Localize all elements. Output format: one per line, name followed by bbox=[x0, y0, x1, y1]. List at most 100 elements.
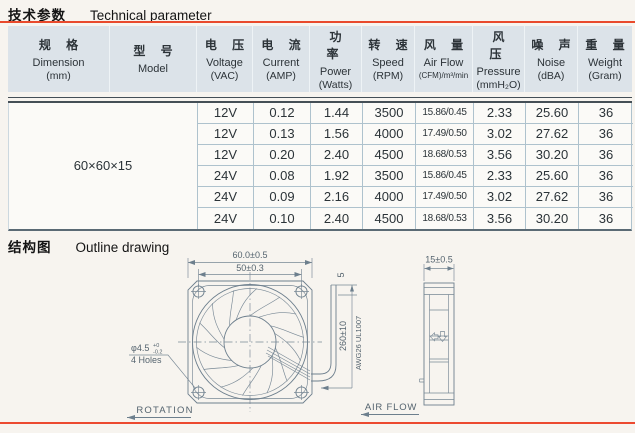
col-header-model: 型 号 Model bbox=[110, 26, 197, 92]
col-header-voltage: 电 压 Voltage (VAC) bbox=[197, 26, 253, 92]
table-cell: 36 bbox=[579, 124, 633, 145]
table-cell: 1.92 bbox=[311, 165, 363, 187]
tech-parameter-title: 技术参数 Technical parameter bbox=[8, 4, 212, 24]
dim-5-text: 5 bbox=[336, 272, 346, 277]
dim-260-text: 260±10 bbox=[338, 321, 348, 351]
table-cell: 24V bbox=[198, 207, 254, 229]
dimension-cell: 60×60×15 bbox=[9, 102, 198, 229]
table-cell: 12V bbox=[198, 102, 254, 124]
dim-wire-length: 260±10 AWG26 UL1007 bbox=[321, 285, 363, 391]
dim-50: 50±0.3 bbox=[198, 263, 302, 287]
side-airflow-arrow-icon bbox=[430, 332, 439, 342]
table-cell: 0.20 bbox=[254, 144, 311, 166]
table-cell: 1.44 bbox=[311, 102, 363, 124]
table-cell: 3.02 bbox=[474, 123, 526, 145]
table-cell: 2.16 bbox=[311, 186, 363, 208]
table-cell: 25.60 bbox=[526, 165, 579, 187]
table-cell: 4500 bbox=[363, 207, 416, 229]
dim-60: 60.0±0.5 bbox=[187, 250, 313, 278]
outline-drawing-title: 结构图 Outline drawing bbox=[8, 236, 169, 256]
table-cell: 25.60 bbox=[526, 102, 579, 124]
hole-count-text: 4 Holes bbox=[131, 355, 162, 365]
dim-15: 15±0.5 bbox=[423, 255, 455, 281]
table-header-row: 规 格 Dimension (mm) 型 号 Model 电 压 Voltage… bbox=[8, 26, 632, 92]
outline-title-zh: 结构图 bbox=[8, 240, 52, 255]
table-cell: 1.56 bbox=[311, 123, 363, 145]
table-cell: 0.13 bbox=[254, 123, 311, 145]
table-cell: 30.20 bbox=[526, 144, 579, 166]
dim-wire-strip: 5 bbox=[331, 272, 357, 296]
table-cell: 0.12 bbox=[254, 102, 311, 124]
table-cell: 3.56 bbox=[474, 144, 526, 166]
table-cell: 3.02 bbox=[474, 186, 526, 208]
table-cell: 4000 bbox=[363, 123, 416, 145]
tech-title-zh: 技术参数 bbox=[8, 8, 66, 23]
hole-callout: φ4.5 +0 -0.2 4 Holes bbox=[129, 343, 197, 390]
col-header-dimension: 规 格 Dimension (mm) bbox=[8, 26, 110, 92]
dim-15-text: 15±0.5 bbox=[425, 255, 452, 265]
parameter-table: 规 格 Dimension (mm) 型 号 Model 电 压 Voltage… bbox=[8, 26, 633, 231]
col-header-speed: 转 速 Speed (RPM) bbox=[362, 26, 415, 92]
table-cell: 36 bbox=[579, 166, 633, 187]
table-cell: 15.86/0.45 bbox=[416, 102, 474, 124]
table-cell: 17.49/0.50 bbox=[416, 123, 474, 145]
table-cell: 3500 bbox=[363, 165, 416, 187]
table-cell: 4500 bbox=[363, 144, 416, 166]
hole-tol-minus: -0.2 bbox=[153, 350, 162, 356]
hole-tol-plus: +0 bbox=[153, 343, 159, 349]
table-cell: 36 bbox=[579, 145, 633, 166]
fan-side-view: 15±0.5 bbox=[419, 255, 455, 406]
airflow-text: AIR FLOW bbox=[365, 402, 417, 413]
table-cell: 0.08 bbox=[254, 165, 311, 187]
table-cell: 18.68/0.53 bbox=[416, 207, 474, 229]
outline-title-en: Outline drawing bbox=[75, 240, 170, 255]
table-cell: 36 bbox=[579, 103, 633, 124]
table-cell: 2.40 bbox=[311, 144, 363, 166]
side-view-outline bbox=[423, 282, 455, 406]
table-cell: 3500 bbox=[363, 102, 416, 124]
hole-dia-text: φ4.5 bbox=[131, 343, 149, 353]
col-header-pressure: 风 压 Pressure (mmH₂O) bbox=[473, 26, 525, 92]
table-cell: 24V bbox=[198, 165, 254, 187]
rotation-text: ROTATION bbox=[136, 405, 193, 416]
tech-title-en: Technical parameter bbox=[90, 8, 212, 23]
title-underline bbox=[0, 20, 635, 23]
table-cell: 2.33 bbox=[474, 165, 526, 187]
dim-50-text: 50±0.3 bbox=[236, 263, 263, 273]
col-header-noise: 噪 声 Noise (dBA) bbox=[525, 26, 578, 92]
side-rotation-arrow-icon bbox=[437, 331, 448, 343]
wire-spec-text: AWG26 UL1007 bbox=[354, 316, 363, 370]
table-cell: 2.40 bbox=[311, 207, 363, 229]
table-cell: 12V bbox=[198, 123, 254, 145]
lead-wires: 5 260±10 AWG26 UL1007 AIR FLOW bbox=[265, 272, 419, 417]
table-cell: 3.56 bbox=[474, 207, 526, 229]
table-cell: 15.86/0.45 bbox=[416, 165, 474, 187]
table-cell: 30.20 bbox=[526, 207, 579, 229]
table-body: 60×60×15 12V 0.12 1.44 3500 15.86/0.45 2… bbox=[8, 102, 633, 231]
airflow-label: AIR FLOW bbox=[361, 402, 419, 417]
header-double-rule bbox=[8, 97, 632, 103]
table-cell: 36 bbox=[579, 187, 633, 208]
col-header-weight: 重 量 Weight (Gram) bbox=[585, 38, 631, 82]
table-cell: 18.68/0.53 bbox=[416, 144, 474, 166]
fan-front-view: 60.0±0.5 50±0.3 φ4.5 +0 -0.2 4 Holes ROT… bbox=[127, 250, 322, 420]
table-cell: 27.62 bbox=[526, 123, 579, 145]
dim-60-text: 60.0±0.5 bbox=[233, 250, 268, 260]
table-cell: 0.09 bbox=[254, 186, 311, 208]
page-bottom-rule bbox=[0, 421, 635, 424]
rotation-label: ROTATION bbox=[127, 405, 193, 420]
table-cell: 27.62 bbox=[526, 186, 579, 208]
table-cell: 17.49/0.50 bbox=[416, 186, 474, 208]
fan-frame-outer bbox=[187, 280, 313, 404]
table-cell: 12V bbox=[198, 144, 254, 166]
col-header-current: 电 流 Current (AMP) bbox=[253, 26, 310, 92]
table-cell: 36 bbox=[598, 210, 614, 226]
col-header-power: 功 率 Power (Watts) bbox=[310, 26, 362, 92]
table-cell: 2.33 bbox=[474, 102, 526, 124]
table-cell: 4000 bbox=[363, 186, 416, 208]
col-header-airflow: 风 量 Air Flow (CFM)/m³/min bbox=[415, 26, 473, 92]
table-cell: 0.10 bbox=[254, 207, 311, 229]
table-cell: 24V bbox=[198, 186, 254, 208]
